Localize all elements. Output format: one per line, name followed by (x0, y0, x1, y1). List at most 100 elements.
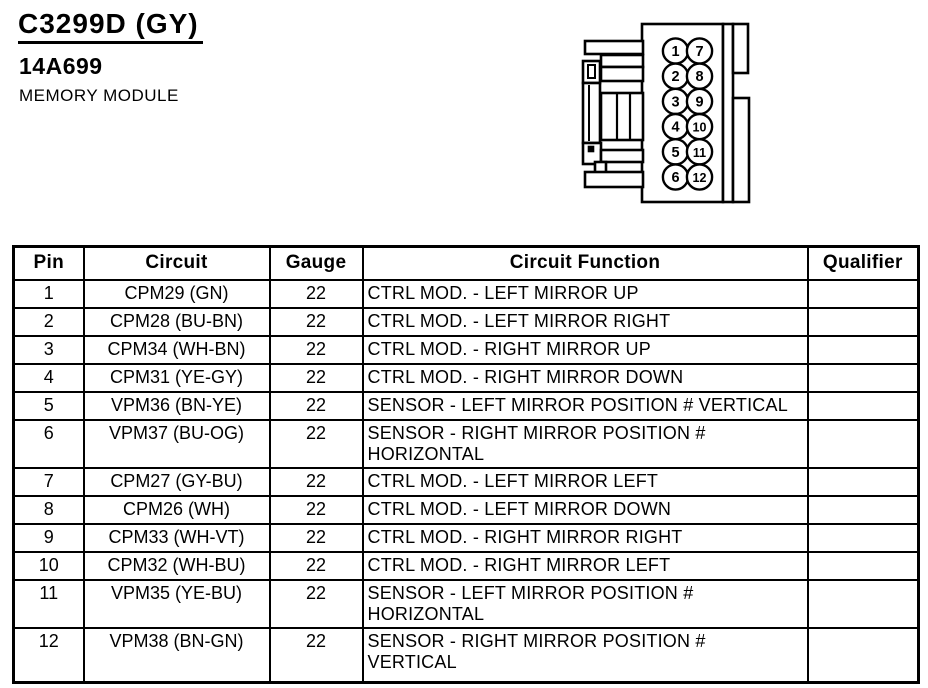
circuit-cell: CPM29 (GN) (82, 278, 271, 309)
pin-cell: 3 (12, 334, 85, 365)
gauge-cell: 22 (268, 466, 364, 497)
connector-latch-dot (587, 145, 595, 153)
pin-number: 10 (693, 121, 707, 135)
pin-cell: 9 (12, 522, 85, 553)
table-row: 11 VPM35 (YE-BU) 22 SENSOR - LEFT MIRROR… (12, 578, 920, 629)
table-row: 2 CPM28 (BU-BN) 22 CTRL MOD. - LEFT MIRR… (12, 306, 920, 337)
pin-number: 2 (671, 69, 679, 85)
gauge-cell: 22 (268, 362, 364, 393)
circuit-function-cell: CTRL MOD. - RIGHT MIRROR RIGHT (361, 522, 809, 553)
pin-cell: 7 (12, 466, 85, 497)
table-row: 6 VPM37 (BU-OG) 22 SENSOR - RIGHT MIRROR… (12, 418, 920, 469)
gauge-cell: 22 (268, 626, 364, 684)
pin-cell: 6 (12, 418, 85, 469)
pin-circle (685, 163, 714, 191)
table-row: 8 CPM26 (WH) 22 CTRL MOD. - LEFT MIRROR … (12, 494, 920, 525)
pin-number: 9 (695, 94, 703, 110)
connector-latch-bar (581, 81, 602, 145)
pin-cell: 12 (12, 626, 85, 684)
circuit-function-cell: SENSOR - LEFT MIRROR POSITION # VERTICAL (361, 390, 809, 421)
pin-cell: 10 (12, 550, 85, 581)
pin-cell: 2 (12, 306, 85, 337)
qualifier-cell (806, 306, 920, 337)
pin-number: 11 (693, 146, 706, 160)
circuit-function-cell: SENSOR - RIGHT MIRROR POSITION # VERTICA… (361, 626, 809, 684)
connector-latch-hook (587, 64, 596, 79)
circuit-cell: VPM35 (YE-BU) (82, 578, 271, 629)
table-row: 1 CPM29 (GN) 22 CTRL MOD. - LEFT MIRROR … (12, 278, 920, 309)
column-header-pin: Pin (12, 245, 85, 281)
table-row: 7 CPM27 (GY-BU) 22 CTRL MOD. - LEFT MIRR… (12, 466, 920, 497)
gauge-cell: 22 (268, 418, 364, 469)
gauge-cell: 22 (268, 494, 364, 525)
qualifier-cell (806, 362, 920, 393)
qualifier-cell (806, 522, 920, 553)
qualifier-cell (806, 334, 920, 365)
pin-cell: 1 (12, 278, 85, 309)
pin-number: 4 (671, 120, 679, 136)
part-number: 14A699 (19, 53, 103, 79)
column-header-qualifier: Qualifier (806, 245, 920, 281)
circuit-cell: CPM26 (WH) (82, 494, 271, 525)
pin-number: 7 (695, 44, 703, 60)
circuit-function-cell: CTRL MOD. - LEFT MIRROR LEFT (361, 466, 809, 497)
circuit-function-cell: CTRL MOD. - LEFT MIRROR UP (361, 278, 809, 309)
table-row: 3 CPM34 (WH-BN) 22 CTRL MOD. - RIGHT MIR… (12, 334, 920, 365)
pin-number: 12 (693, 171, 707, 185)
module-name: MEMORY MODULE (19, 86, 179, 105)
connector-top-tab (731, 22, 750, 75)
circuit-cell: CPM32 (WH-BU) (82, 550, 271, 581)
connector-top-bar (599, 53, 645, 69)
gauge-cell: 22 (268, 550, 364, 581)
connector-bottom-tab (731, 96, 751, 204)
table-header-row: Pin Circuit Gauge Circuit Function Quali… (12, 245, 920, 281)
circuit-function-cell: CTRL MOD. - LEFT MIRROR DOWN (361, 494, 809, 525)
table-row: 5 VPM36 (BN-YE) 22 SENSOR - LEFT MIRROR … (12, 390, 920, 421)
connector-bottom-prong (583, 170, 645, 189)
gauge-cell: 22 (268, 306, 364, 337)
qualifier-cell (806, 578, 920, 629)
column-header-gauge: Gauge (268, 245, 364, 281)
pin-number: 5 (671, 145, 679, 161)
qualifier-cell (806, 390, 920, 421)
connector-right-wall (721, 22, 735, 204)
circuit-function-cell: CTRL MOD. - RIGHT MIRROR LEFT (361, 550, 809, 581)
connector-top-slot (599, 65, 645, 83)
qualifier-cell (806, 466, 920, 497)
qualifier-cell (806, 418, 920, 469)
table-row: 9 CPM33 (WH-VT) 22 CTRL MOD. - RIGHT MIR… (12, 522, 920, 553)
circuit-cell: CPM31 (YE-GY) (82, 362, 271, 393)
column-header-circuit: Circuit (82, 245, 271, 281)
connector-diagram: 1 2 3 4 5 6 7 8 9 10 11 12 (555, 8, 755, 213)
gauge-cell: 22 (268, 522, 364, 553)
connector-grid-block (599, 91, 645, 142)
pin-number: 1 (671, 44, 679, 60)
pin-number: 3 (671, 94, 679, 110)
gauge-cell: 22 (268, 334, 364, 365)
gauge-cell: 22 (268, 390, 364, 421)
qualifier-cell (806, 550, 920, 581)
pin-cell: 4 (12, 362, 85, 393)
circuit-function-cell: SENSOR - LEFT MIRROR POSITION # HORIZONT… (361, 578, 809, 629)
pin-cell: 5 (12, 390, 85, 421)
circuit-function-cell: CTRL MOD. - LEFT MIRROR RIGHT (361, 306, 809, 337)
column-header-circuit-function: Circuit Function (361, 245, 809, 281)
circuit-cell: CPM27 (GY-BU) (82, 466, 271, 497)
table-row: 10 CPM32 (WH-BU) 22 CTRL MOD. - RIGHT MI… (12, 550, 920, 581)
circuit-function-cell: CTRL MOD. - RIGHT MIRROR DOWN (361, 362, 809, 393)
connector-top-prong (583, 39, 645, 56)
circuit-cell: VPM38 (BN-GN) (82, 626, 271, 684)
connector-id-title: C3299D (GY) (18, 8, 203, 44)
pin-cell: 8 (12, 494, 85, 525)
gauge-cell: 22 (268, 278, 364, 309)
circuit-cell: CPM28 (BU-BN) (82, 306, 271, 337)
gauge-cell: 22 (268, 578, 364, 629)
pin-cell: 11 (12, 578, 85, 629)
circuit-cell: VPM36 (BN-YE) (82, 390, 271, 421)
qualifier-cell (806, 278, 920, 309)
circuit-cell: CPM33 (WH-VT) (82, 522, 271, 553)
circuit-cell: CPM34 (WH-BN) (82, 334, 271, 365)
qualifier-cell (806, 494, 920, 525)
